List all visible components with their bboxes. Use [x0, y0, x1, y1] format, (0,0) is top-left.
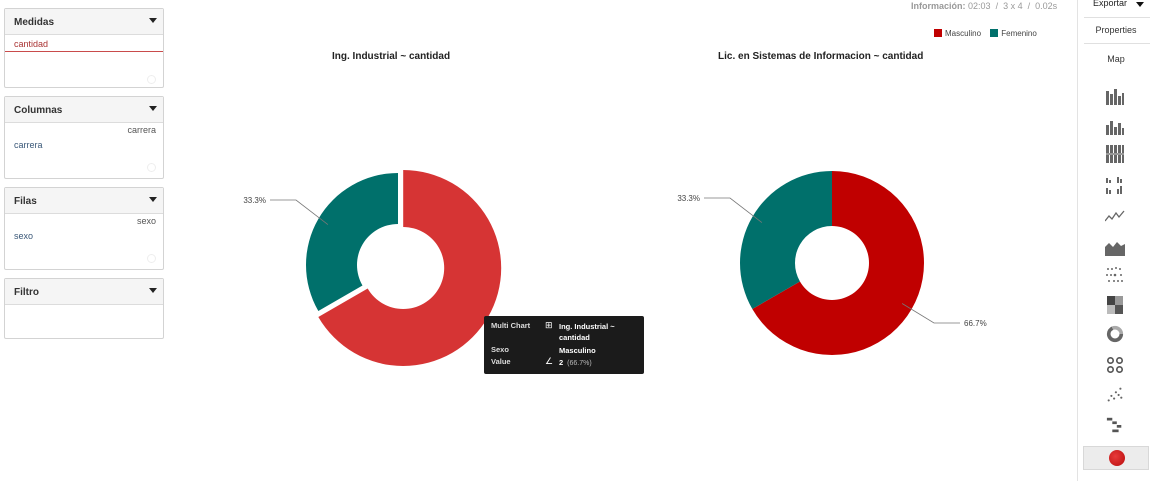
donut-slice-masculino[interactable]	[752, 171, 925, 355]
legend-swatch	[990, 29, 999, 37]
donut-slice-femenino[interactable]	[740, 171, 832, 309]
donut-chart-1: 33.3%	[243, 170, 502, 366]
multiple-bar-icon[interactable]	[1105, 176, 1125, 194]
legend-label: Masculino	[945, 29, 982, 38]
filtro-panel: Filtro	[4, 278, 164, 339]
dot-chart-icon[interactable]	[1105, 266, 1125, 284]
donut-chart-2: 66.7% 33.3%	[677, 171, 987, 355]
legend-label: Femenino	[1001, 29, 1037, 38]
filas-header[interactable]: Filas	[5, 188, 163, 214]
bar-chart-icon[interactable]	[1105, 87, 1125, 105]
scatter-icon[interactable]	[1105, 386, 1125, 404]
divider	[1084, 43, 1150, 44]
info-bar: Información: 02:03 / 3 x 4 / 0.02s	[911, 1, 1058, 11]
tooltip-percent: (66.7%)	[567, 360, 592, 367]
medidas-panel: Medidas cantidad	[4, 8, 164, 88]
medidas-header[interactable]: Medidas	[5, 9, 163, 35]
drop-target-icon	[147, 254, 156, 263]
info-label: Información:	[911, 1, 966, 11]
legend-item-femenino[interactable]: Femenino	[990, 29, 1037, 38]
filas-panel: Filas sexo sexo	[4, 187, 164, 270]
chart-title-1: Ing. Industrial ~ cantidad	[332, 51, 451, 62]
legend-swatch	[934, 29, 942, 37]
tooltip-value: Masculino	[559, 346, 596, 355]
donut-charts: 33.3% 66.7% 33.3%	[243, 170, 987, 366]
columnas-field-label: carrera	[127, 125, 156, 135]
info-dims: 3 x 4	[1003, 1, 1023, 11]
tooltip-value: Ing. Industrial ~ cantidad	[559, 322, 615, 342]
tooltip-key: Sexo	[491, 345, 509, 354]
filas-title: Filas	[14, 196, 37, 207]
slice-value-label: 33.3%	[677, 194, 700, 203]
slice-value-label: 66.7%	[964, 319, 987, 328]
properties-button[interactable]: Properties	[1095, 25, 1137, 35]
tooltip-value: 2	[559, 358, 564, 367]
export-button[interactable]: Exportar	[1093, 0, 1128, 8]
heatmap-icon[interactable]	[1105, 296, 1125, 314]
legend-item-masculino[interactable]: Masculino	[934, 29, 981, 38]
pie-chart-icon	[1109, 450, 1125, 466]
label-leader-line	[270, 199, 329, 225]
chevron-down-icon[interactable]	[149, 288, 157, 293]
filtro-title: Filtro	[14, 287, 39, 298]
columnas-panel: Columnas carrera carrera	[4, 96, 164, 179]
columnas-title: Columnas	[14, 105, 63, 116]
filas-field-label: sexo	[136, 216, 156, 226]
donut-slice-masculino[interactable]	[318, 170, 502, 366]
info-duration: 0.02s	[1035, 1, 1058, 11]
measure-item-cantidad[interactable]: cantidad	[5, 35, 163, 52]
line-chart-icon[interactable]	[1105, 207, 1125, 225]
tooltip-value-wrap: 2 (66.7%)	[559, 357, 644, 369]
dimension-item-carrera[interactable]: carrera	[14, 140, 43, 150]
right-toolbar: Exportar Properties Map	[1077, 0, 1155, 481]
medidas-title: Medidas	[14, 17, 55, 28]
tooltip-key: Multi Chart	[491, 321, 531, 330]
multi-donut-icon[interactable]	[1105, 356, 1125, 374]
dimension-item-sexo[interactable]: sexo	[14, 231, 34, 241]
chevron-down-icon[interactable]	[149, 18, 157, 23]
multi-pie-button[interactable]	[1083, 446, 1149, 470]
label-leader-line	[704, 197, 763, 223]
chevron-down-icon[interactable]	[1136, 2, 1144, 7]
angle-icon: ∠	[545, 356, 554, 366]
map-button[interactable]: Map	[1107, 54, 1125, 64]
columnas-header[interactable]: Columnas	[5, 97, 163, 123]
waterfall-icon[interactable]	[1105, 416, 1125, 434]
donut-slice-femenino[interactable]	[306, 173, 398, 311]
stacked-bar-100-icon[interactable]	[1105, 145, 1125, 163]
filtro-header[interactable]: Filtro	[5, 279, 163, 305]
filtro-drop-area[interactable]	[5, 305, 163, 339]
tooltip-key: Value	[491, 357, 511, 366]
area-chart-icon[interactable]	[1105, 238, 1125, 256]
label-leader-line	[901, 303, 960, 324]
slice-value-label: 33.3%	[243, 196, 266, 205]
chart-legend: Masculino Femenino	[934, 29, 1044, 38]
chart-tooltip: Multi Chart ⊞ Ing. Industrial ~ cantidad…	[484, 316, 644, 374]
info-time: 02:03	[968, 1, 991, 11]
divider	[1084, 17, 1150, 18]
drop-target-icon	[147, 75, 156, 84]
grid-icon: ⊞	[545, 320, 553, 330]
chevron-down-icon[interactable]	[149, 106, 157, 111]
stacked-bar-icon[interactable]	[1105, 117, 1125, 135]
chevron-down-icon[interactable]	[149, 197, 157, 202]
donut-chart-icon[interactable]	[1105, 325, 1125, 343]
drop-target-icon	[147, 163, 156, 172]
chart-title-2: Lic. en Sistemas de Informacion ~ cantid…	[718, 51, 924, 62]
